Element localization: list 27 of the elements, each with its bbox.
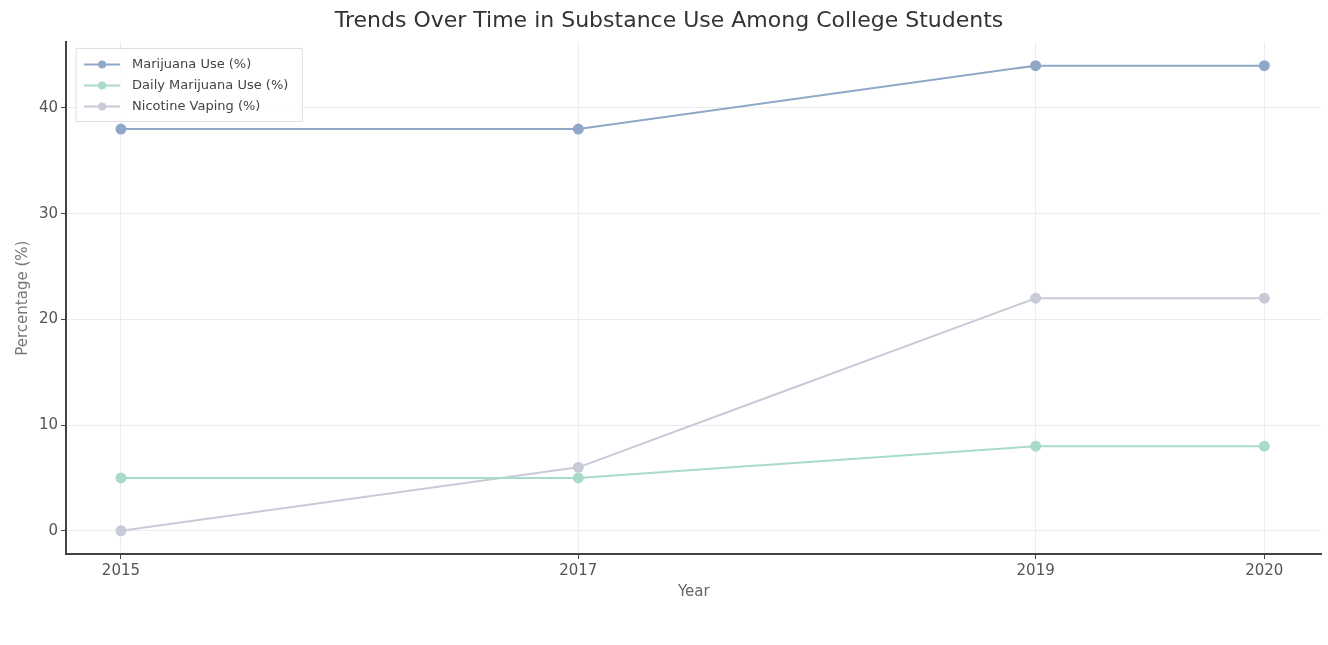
point [1258, 292, 1270, 304]
y-tick-label: 30 [38, 203, 59, 222]
point [1030, 60, 1042, 72]
point [1258, 440, 1270, 452]
point [115, 525, 127, 537]
point [572, 123, 584, 135]
point [1030, 292, 1042, 304]
legend-label: Marijuana Use (%) [132, 55, 252, 71]
x-tick-label: 2017 [559, 560, 598, 579]
y-axis-title: Percentage (%) [12, 240, 31, 356]
y-tick-label: 20 [38, 309, 59, 328]
point [572, 472, 584, 484]
chart-title: Trends Over Time in Substance Use Among College Students [333, 6, 1004, 32]
x-tick-label: 2020 [1245, 560, 1284, 579]
y-tick-label: 40 [38, 97, 59, 116]
x-tick-label: 2019 [1016, 560, 1055, 579]
point [1030, 440, 1042, 452]
point [115, 472, 127, 484]
y-tick-label: 0 [48, 520, 59, 539]
x-axis-title: Year [676, 581, 711, 600]
point [115, 123, 127, 135]
y-tick-label: 10 [38, 414, 59, 433]
x-tick-label: 2015 [101, 560, 141, 579]
legend-label: Nicotine Vaping (%) [132, 97, 261, 113]
legend-label: Daily Marijuana Use (%) [132, 76, 289, 92]
point [572, 461, 584, 473]
point [1258, 60, 1270, 72]
